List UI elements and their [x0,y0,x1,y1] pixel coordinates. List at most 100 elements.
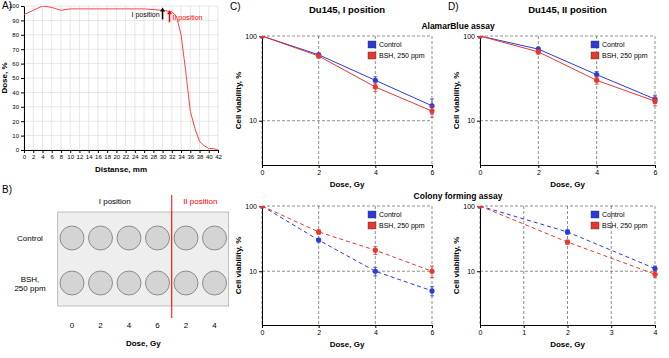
well [60,271,84,295]
group-label: II position [183,197,217,206]
grid-line [655,206,656,325]
y-axis-title: Cell viability, % [234,237,243,295]
tick: 38 [197,150,204,160]
error-bar [373,246,377,254]
grid-line [24,92,218,93]
legend-swatch [368,211,376,218]
tick-mark [375,165,376,168]
legend-label: Control [379,211,402,218]
tick-mark [52,150,53,153]
tick-mark [21,6,24,7]
legend: ControlBSH, 250 ppm [591,41,648,60]
column-label: 6 [155,321,160,330]
x-axis-title: Dose, Gy [550,340,585,349]
legend-label: BSH, 250 ppm [602,52,648,60]
tick: 80 [12,32,24,38]
series-line [24,6,218,150]
tick-mark [21,107,24,108]
plate [58,212,172,306]
tick-mark [98,150,99,153]
axis-y: 10 100 [463,203,480,326]
tick: 2 [317,165,321,176]
plot-area [477,36,657,106]
tick-label: 22 [123,154,130,160]
legend-label: BSH, 250 ppm [379,52,425,60]
series-line [480,206,655,269]
tick: 30 [12,104,24,110]
tick-mark [163,150,164,153]
subtitle: AlamarBlue assay [421,21,495,31]
tick: 2 [566,325,570,336]
marker [259,206,264,209]
marker [259,36,264,39]
tick-mark [21,136,24,137]
legend: ControlBSH, 250 ppm [591,211,648,230]
tick-mark [116,150,117,153]
tick-mark [61,150,62,153]
well [89,271,113,295]
grid-line [24,6,218,7]
tick-label: 24 [132,154,139,160]
series-line [262,206,432,291]
grid-line [523,206,524,325]
tick: 28 [150,150,157,160]
panel-label: A) [2,0,12,11]
error-bar [430,106,434,117]
tick-label: 10 [467,268,475,275]
axis-x: 024681012141618202224262830323436384042 [23,150,223,160]
tick-mark [89,150,90,153]
error-bar [373,267,377,276]
tick-mark [21,64,24,65]
tick-mark [21,20,24,21]
axis-y: 10100 [463,33,480,166]
tick: 6 [654,165,658,176]
series-line [262,206,432,271]
tick-label: 100 [463,203,475,210]
grid-line [318,206,319,325]
error-bar [536,50,540,55]
tick-mark [524,325,525,328]
plot-area [259,36,434,117]
well [60,226,84,250]
tick-mark [477,271,480,272]
axis-line [25,150,219,151]
tick: 42 [215,150,222,160]
tick: 0 [261,165,265,176]
legend-label: Control [379,41,402,48]
grid-line [480,120,655,121]
tick-mark [107,150,108,153]
marker [565,229,570,234]
tick-mark [200,150,201,153]
tick-label: 6 [51,154,55,160]
annotation: I position [132,11,160,19]
tick: 6 [51,150,55,160]
tick-label: 4 [374,329,378,336]
marker [373,78,378,83]
legend-swatch [368,222,376,229]
axis-line [480,37,481,166]
grid-line [262,36,432,37]
tick: 20 [12,119,24,125]
error-bar [566,240,570,244]
tick-label: 0 [261,169,265,176]
grid-line [480,36,655,37]
tick-mark [319,165,320,168]
tick: 0 [479,325,483,336]
tick-label: 4 [595,169,599,176]
tick: 4 [374,165,378,176]
tick-mark [21,121,24,122]
annotation-arrow [162,10,164,19]
subtitle: Colony forming assay [414,191,503,201]
plot-area [259,206,434,296]
tick: 40 [12,90,24,96]
series-line [480,36,655,101]
row-label: BSH,250 ppm [14,275,45,293]
tick: 2 [317,325,321,336]
y-axis-title: Cell viability, % [234,72,243,130]
tick: 50 [12,75,24,81]
error-bar [653,271,657,277]
tick-label: 2 [537,169,541,176]
tick: 2 [32,150,36,160]
panel-label: C) [230,1,241,12]
title: Du145, II position [528,4,607,15]
